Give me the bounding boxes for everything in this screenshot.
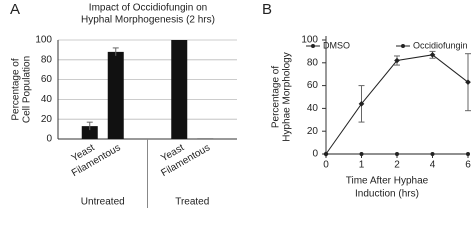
panel-label: A [10, 1, 20, 18]
group-label: Treated [175, 197, 209, 208]
y-tick-label: 20 [41, 114, 53, 125]
y-axis-label: Cell Population [22, 56, 33, 123]
y-tick-label: 100 [301, 35, 318, 46]
data-point [359, 152, 364, 156]
bar [107, 51, 124, 139]
data-point [465, 79, 471, 86]
y-axis-label: Percentage of [11, 58, 22, 120]
legend-label: Occidiofungin [413, 40, 468, 50]
x-tick-label: 6 [465, 160, 471, 171]
y-tick-label: 80 [41, 54, 53, 65]
y-tick-label: 60 [307, 80, 319, 91]
y-tick-label: 0 [312, 149, 318, 160]
data-point [395, 152, 399, 156]
data-point [430, 152, 435, 156]
data-point [358, 101, 365, 107]
y-tick-label: 40 [41, 94, 53, 105]
chart-title: Hyphal Morphogenesis (2 hrs) [81, 15, 215, 26]
x-tick-label: 1 [359, 160, 365, 171]
y-tick-label: 0 [46, 134, 52, 145]
x-tick-label: 2 [394, 160, 400, 171]
bar [171, 40, 188, 139]
y-tick-label: 40 [307, 103, 319, 114]
panel-label: B [262, 1, 272, 18]
y-axis-label: Percentage of [271, 66, 282, 128]
y-tick-label: 20 [307, 126, 319, 137]
legend-marker [401, 44, 405, 48]
legend-label: DMSO [323, 40, 350, 50]
x-axis-label: Time After Hyphae [346, 176, 429, 187]
x-tick-label: 4 [430, 160, 436, 171]
data-point [324, 152, 328, 156]
y-axis-label: Hyphae Morphology [282, 52, 293, 142]
data-point [466, 152, 470, 156]
legend-marker [311, 44, 315, 48]
group-label: Untreated [81, 197, 125, 208]
bar [81, 126, 98, 139]
y-tick-label: 80 [307, 57, 319, 68]
series-line [325, 54, 469, 155]
y-tick-label: 60 [41, 74, 53, 85]
x-tick-label: 0 [323, 160, 329, 171]
x-axis-label: Induction (hrs) [355, 189, 419, 200]
chart-title: Impact of Occidiofungin on [89, 3, 207, 14]
y-tick-label: 100 [35, 35, 52, 46]
